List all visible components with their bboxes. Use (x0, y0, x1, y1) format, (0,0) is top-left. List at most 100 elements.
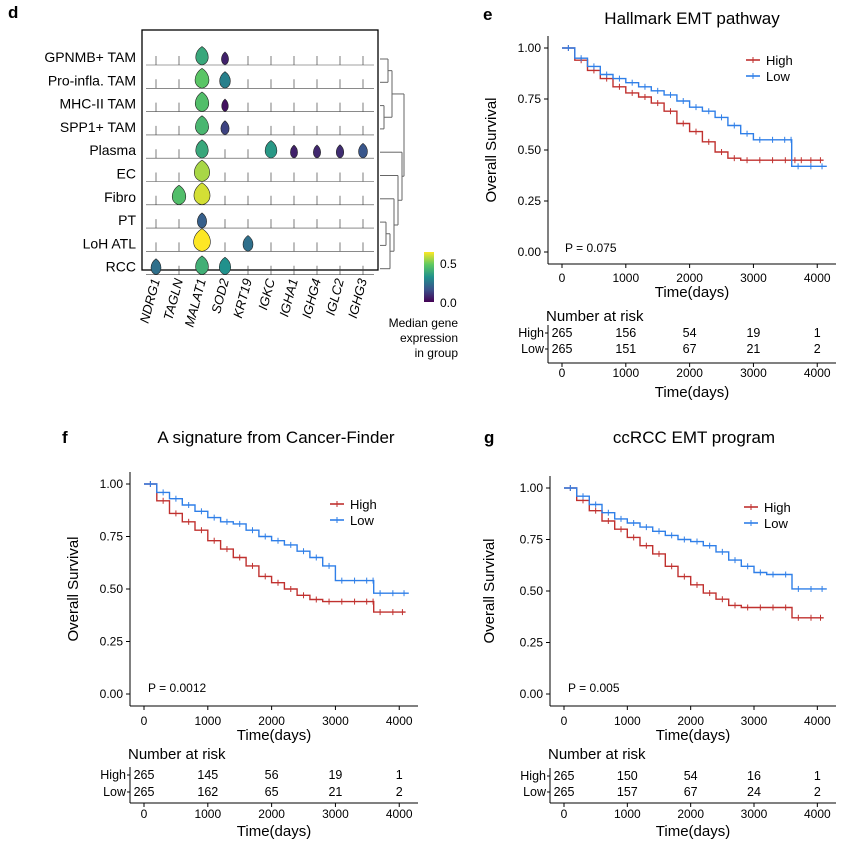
risk-x-axis-title: Time(days) (237, 823, 311, 840)
p-value: P = 0.005 (568, 681, 620, 695)
chart-title: ccRCC EMT program (613, 428, 775, 447)
x-tick-label: 2000 (676, 271, 703, 285)
panel-letter-d: d (8, 3, 18, 22)
x-tick-label: 3000 (740, 271, 767, 285)
y-tick-label: 0.75 (520, 533, 544, 547)
risk-count: 265 (552, 326, 573, 340)
violin-frame (141, 29, 379, 271)
risk-x-tick-label: 4000 (386, 807, 413, 821)
violin-shape (219, 71, 231, 89)
gene-label: IGHG4 (299, 277, 324, 320)
legend-label: High (350, 497, 377, 512)
risk-count: 265 (554, 785, 575, 799)
y-tick-label: 0.75 (518, 92, 542, 106)
risk-x-tick-label: 1000 (612, 366, 639, 380)
violin-shape (195, 115, 209, 136)
risk-x-tick-label: 2000 (258, 807, 285, 821)
risk-count: 54 (684, 769, 698, 783)
km-curve-low (564, 487, 827, 590)
gene-label: IGHA1 (276, 277, 301, 319)
risk-count: 19 (328, 768, 342, 782)
risk-count: 265 (552, 342, 573, 356)
y-axis-title: Overall Survival (481, 538, 498, 643)
risk-x-tick-label: 0 (561, 807, 568, 821)
legend-label: Low (350, 513, 374, 528)
violin-shape (290, 144, 298, 159)
legend-label: Low (764, 516, 788, 531)
chart-title: A signature from Cancer-Finder (157, 428, 394, 447)
gene-label: IGKC (255, 276, 278, 311)
panel-letter-e: e (483, 5, 492, 24)
risk-row-label: High (520, 769, 546, 783)
x-axis-title: Time(days) (656, 727, 730, 744)
gene-label: IGHG3 (345, 276, 370, 320)
violin-shape (221, 98, 229, 112)
violin-shape (313, 144, 321, 159)
risk-count: 150 (617, 769, 638, 783)
risk-count: 157 (617, 785, 638, 799)
x-tick-label: 2000 (258, 714, 285, 728)
y-axis-title: Overall Survival (65, 536, 82, 641)
cell-type-label: EC (117, 166, 136, 182)
x-tick-label: 1000 (614, 714, 641, 728)
x-tick-label: 2000 (677, 714, 704, 728)
colorbar-tick-label: 0.5 (440, 257, 457, 271)
legend-label: High (764, 500, 791, 515)
risk-count: 56 (265, 768, 279, 782)
cell-type-label: LoH ATL (83, 235, 137, 251)
x-tick-label: 4000 (804, 714, 831, 728)
y-tick-label: 1.00 (518, 41, 542, 55)
violin-panel: d GPNMB+ TAM Pro-infla. TAM MHC-II TAM SPP1+… (8, 3, 458, 360)
risk-count: 265 (554, 769, 575, 783)
violin-shape (358, 142, 368, 159)
x-axis-title: Time(days) (237, 727, 311, 744)
p-value: P = 0.075 (565, 241, 617, 255)
risk-x-tick-label: 3000 (322, 807, 349, 821)
y-tick-label: 0.25 (100, 635, 124, 649)
violin-shape (264, 140, 278, 159)
violin-shape (195, 139, 209, 159)
colorbar-title: Median gene (389, 316, 459, 330)
risk-count: 24 (747, 785, 761, 799)
panel-letter-f: f (62, 428, 68, 447)
violin-shape (242, 235, 254, 252)
cell-type-label: RCC (106, 259, 136, 275)
risk-count: 151 (615, 342, 636, 356)
risk-count: 156 (615, 326, 636, 340)
violin-shape (194, 159, 210, 182)
violin-shape (195, 255, 209, 276)
x-tick-label: 1000 (194, 714, 221, 728)
cell-type-label: PT (118, 212, 136, 228)
risk-count: 19 (746, 326, 760, 340)
risk-row-label: High (100, 768, 126, 782)
y-tick-label: 0.25 (520, 636, 544, 650)
risk-count: 67 (684, 785, 698, 799)
y-tick-label: 1.00 (520, 481, 544, 495)
risk-table-title: Number at risk (128, 746, 226, 763)
risk-row-label: Low (521, 342, 545, 356)
risk-x-tick-label: 1000 (194, 807, 221, 821)
risk-x-tick-label: 1000 (614, 807, 641, 821)
x-tick-label: 0 (559, 271, 566, 285)
risk-count: 1 (814, 769, 821, 783)
y-tick-label: 1.00 (100, 477, 124, 491)
km-curve-low (562, 47, 827, 167)
risk-x-tick-label: 0 (141, 807, 148, 821)
x-tick-label: 4000 (386, 714, 413, 728)
violin-shape (219, 256, 231, 276)
y-axis-title: Overall Survival (483, 97, 500, 202)
legend-label: Low (766, 69, 790, 84)
dendrogram (380, 58, 405, 270)
risk-count: 265 (134, 768, 155, 782)
x-axis-title: Time(days) (655, 284, 729, 301)
cell-type-label: GPNMB+ TAM (44, 49, 136, 65)
x-tick-label: 3000 (322, 714, 349, 728)
risk-table-title: Number at risk (548, 746, 646, 763)
risk-count: 54 (683, 326, 697, 340)
violin-shape (221, 51, 229, 66)
risk-count: 67 (683, 342, 697, 356)
gene-label: MALAT1 (182, 277, 209, 329)
violin-shape (335, 144, 345, 159)
violin-shape (193, 228, 211, 252)
